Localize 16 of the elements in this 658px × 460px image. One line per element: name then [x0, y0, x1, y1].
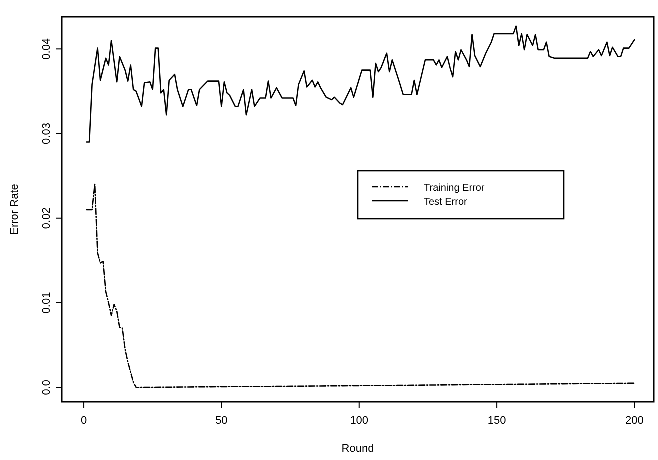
x-axis-title: Round — [342, 443, 374, 455]
y-tick-label: 0.04 — [41, 38, 53, 60]
line-series — [86, 26, 636, 143]
x-tick-label: 200 — [626, 415, 644, 427]
x-tick-label: 150 — [488, 415, 506, 427]
y-tick-label: 0.0 — [41, 380, 53, 396]
x-tick-label: 0 — [80, 415, 88, 427]
legend-label: Test Error — [424, 197, 468, 208]
y-tick-label: 0.02 — [41, 208, 53, 230]
line-series — [86, 184, 636, 388]
legend-label: Training Error — [424, 183, 486, 194]
y-axis-title: Error Rate — [9, 184, 21, 235]
y-tick-label: 0.03 — [41, 123, 53, 144]
x-tick-label: 100 — [350, 415, 369, 427]
x-tick-label: 50 — [216, 415, 228, 427]
y-tick-label: 0.01 — [41, 292, 53, 314]
